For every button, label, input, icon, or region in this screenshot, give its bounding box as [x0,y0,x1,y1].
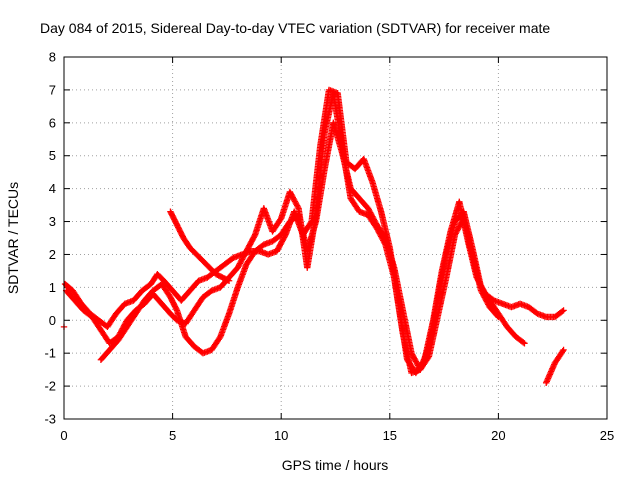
data-point-marker [251,232,258,240]
y-tick-label: 5 [49,148,56,163]
y-tick-label: -1 [44,346,56,361]
series-track-d [167,208,233,284]
data-point-marker [424,354,432,361]
plot-frame [63,56,608,420]
x-tick-label: 15 [383,428,397,443]
x-tick-label: 20 [491,428,505,443]
y-axis-label: SDTVAR / TECUs [5,182,21,294]
x-tick-label: 25 [600,428,614,443]
x-tick-label: 5 [169,428,176,443]
data-point-marker [559,308,566,315]
y-tick-label: 2 [49,247,56,262]
series-track-e [542,346,567,386]
y-tick-label: -2 [44,379,56,394]
y-tick-label: 1 [49,280,56,295]
y-tick-label: 4 [49,181,56,196]
series-track-c [97,119,502,373]
y-tick-label: 8 [49,50,56,65]
y-tick-label: -3 [44,412,56,427]
data-point-marker [495,313,502,321]
data-point-marker [224,276,231,284]
y-tick-label: 6 [49,115,56,130]
data-point-marker [560,307,567,314]
data-point-marker [520,339,527,346]
x-axis-label: GPS time / hours [282,457,389,473]
x-tick-label: 10 [274,428,288,443]
y-tick-label: 7 [49,82,56,97]
data-point-marker [559,348,566,355]
y-tick-label: 0 [49,313,56,328]
data-point-marker [294,203,302,211]
data-marks [60,86,567,386]
data-point-marker [494,312,501,320]
x-tick-label: 0 [60,428,67,443]
data-point-marker [560,346,567,354]
data-point-marker [381,233,388,240]
data-point-marker [521,340,528,347]
y-tick-label: 3 [49,214,56,229]
chart-title: Day 084 of 2015, Sidereal Day-to-day VTE… [40,20,550,36]
data-point-marker [225,277,233,284]
